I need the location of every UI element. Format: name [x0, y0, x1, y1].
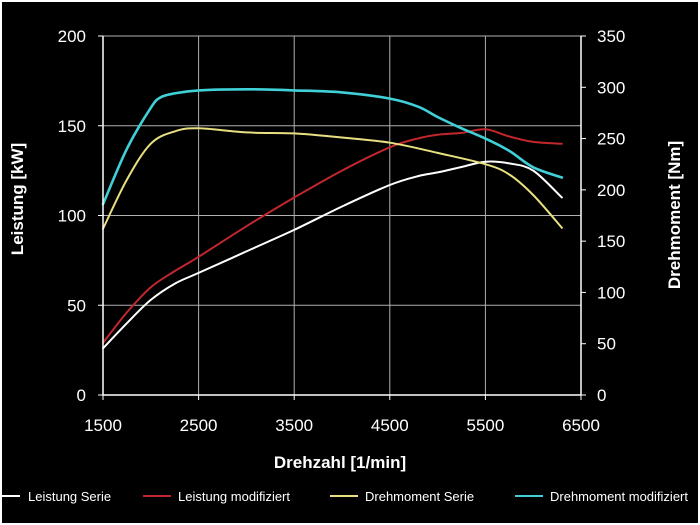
right-tick-label: 150 [597, 232, 625, 251]
left-tick-label: 100 [58, 207, 86, 226]
left-tick-label: 0 [77, 386, 86, 405]
left-tick-label: 150 [58, 117, 86, 136]
series-line-drehmoment-modifiziert [101, 88, 564, 206]
legend-label: Drehmoment Serie [365, 489, 474, 504]
x-tick-label: 1500 [84, 416, 122, 435]
right-tick-label: 200 [597, 181, 625, 200]
x-tick-label: 5500 [466, 416, 504, 435]
right-axis-title: Drehmoment [Nm] [665, 141, 684, 289]
left-tick-label: 50 [67, 296, 86, 315]
gridlines [102, 35, 582, 396]
x-axis-title: Drehzahl [1/min] [274, 453, 406, 472]
x-tick-label: 4500 [371, 416, 409, 435]
legend-label: Leistung modifiziert [178, 489, 290, 504]
legend-label: Drehmoment modifiziert [550, 489, 688, 504]
right-tick-label: 300 [597, 78, 625, 97]
series-line-leistung-modifiziert [102, 128, 563, 344]
series-line-drehmoment-serie [102, 127, 563, 230]
legend: Leistung Serie Leistung modifiziert Drehmo… [0, 489, 688, 504]
right-tick-label: 250 [597, 130, 625, 149]
left-axis-title: Leistung [kW] [8, 143, 27, 255]
right-tick-label: 0 [597, 386, 606, 405]
tick-labels: 1500 2500 3500 4500 5500 6500 0 50 100 150 200 0 50 1… [58, 27, 626, 435]
axes [98, 35, 586, 400]
series-line-leistung-serie [102, 160, 563, 350]
right-tick-label: 350 [597, 27, 625, 46]
right-tick-label: 50 [597, 335, 616, 354]
left-tick-label: 200 [58, 27, 86, 46]
x-tick-label: 3500 [275, 416, 313, 435]
right-tick-label: 100 [597, 283, 625, 302]
x-tick-label: 2500 [180, 416, 218, 435]
legend-label: Leistung Serie [28, 489, 111, 504]
series-lines [101, 88, 564, 350]
x-tick-label: 6500 [562, 416, 600, 435]
